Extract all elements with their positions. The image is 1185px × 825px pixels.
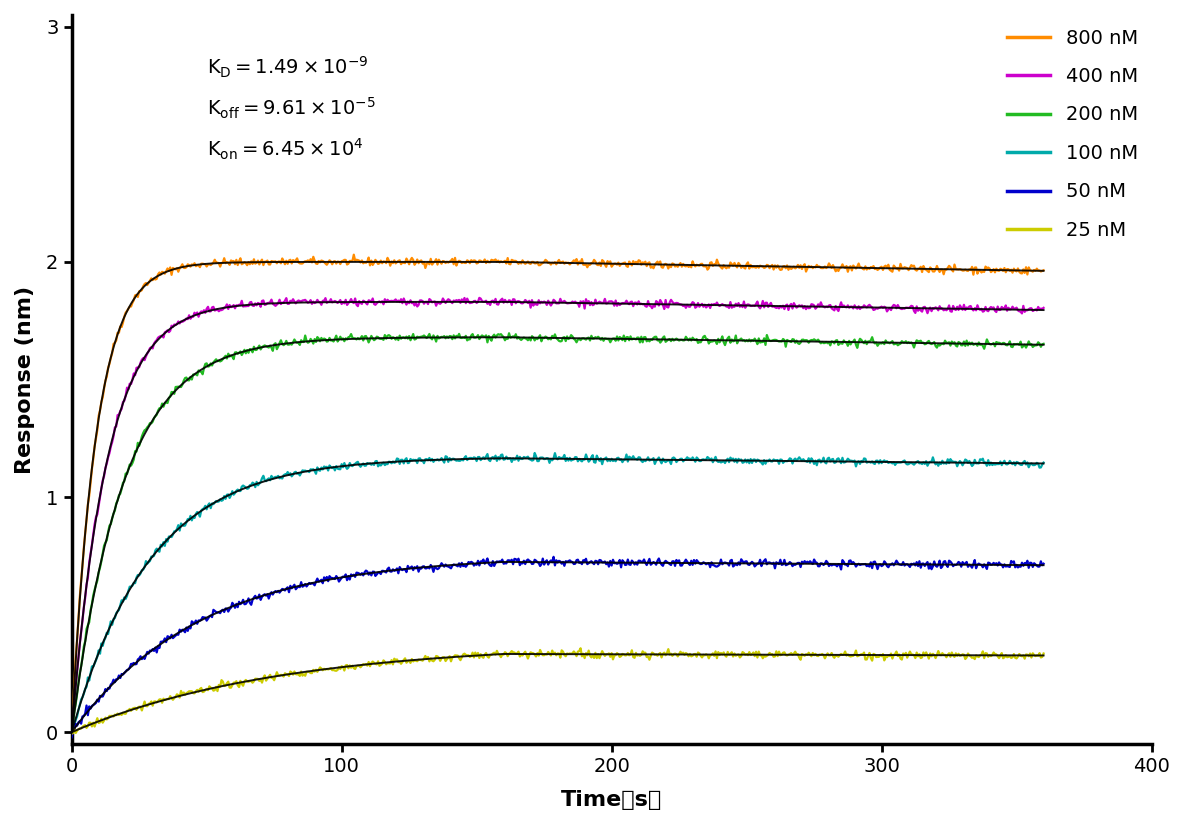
- 800 nM: [277, 259, 292, 269]
- 100 nM: [320, 462, 334, 472]
- 400 nM: [734, 300, 748, 310]
- 25 nM: [949, 648, 963, 658]
- 800 nM: [734, 263, 748, 273]
- Legend: 800 nM, 400 nM, 200 nM, 100 nM, 50 nM, 25 nM: 800 nM, 400 nM, 200 nM, 100 nM, 50 nM, 2…: [1000, 21, 1146, 247]
- 50 nM: [639, 558, 653, 568]
- 25 nM: [734, 651, 748, 661]
- 100 nM: [734, 455, 748, 464]
- 25 nM: [543, 648, 557, 658]
- Line: 100 nM: 100 nM: [71, 453, 1044, 730]
- 100 nM: [527, 448, 542, 458]
- 50 nM: [546, 552, 561, 562]
- 400 nM: [473, 293, 487, 303]
- 800 nM: [544, 260, 558, 270]
- 800 nM: [949, 264, 963, 274]
- 50 nM: [277, 586, 292, 596]
- 50 nM: [949, 560, 963, 570]
- 100 nM: [544, 455, 558, 464]
- X-axis label: Time（s）: Time（s）: [561, 790, 662, 810]
- 200 nM: [277, 339, 292, 349]
- 800 nM: [639, 257, 653, 266]
- 25 nM: [64, 728, 78, 738]
- 400 nM: [949, 305, 963, 315]
- 200 nM: [639, 332, 653, 342]
- 100 nM: [949, 457, 963, 467]
- 200 nM: [949, 341, 963, 351]
- 50 nM: [320, 572, 334, 582]
- 400 nM: [1037, 303, 1051, 313]
- Text: $\mathregular{K_D=1.49\times10^{-9}}$
$\mathregular{K_{off}=9.61\times10^{-5}}$
: $\mathregular{K_D=1.49\times10^{-9}}$ $\…: [206, 55, 376, 163]
- Line: 25 nM: 25 nM: [71, 648, 1044, 733]
- 50 nM: [1037, 559, 1051, 568]
- 100 nM: [277, 469, 292, 479]
- Line: 800 nM: 800 nM: [71, 255, 1044, 731]
- 200 nM: [1037, 339, 1051, 349]
- 200 nM: [502, 328, 517, 338]
- 400 nM: [277, 295, 292, 305]
- 200 nM: [64, 727, 78, 737]
- 100 nM: [639, 456, 653, 466]
- 200 nM: [320, 337, 334, 346]
- 400 nM: [320, 298, 334, 308]
- 50 nM: [64, 733, 78, 742]
- 800 nM: [347, 250, 361, 260]
- 800 nM: [1037, 266, 1051, 276]
- 400 nM: [639, 301, 653, 311]
- 400 nM: [544, 300, 558, 310]
- 400 nM: [64, 730, 78, 740]
- 50 nM: [543, 557, 557, 567]
- 25 nM: [639, 648, 653, 658]
- 25 nM: [574, 644, 588, 653]
- Y-axis label: Response (nm): Response (nm): [15, 285, 36, 474]
- 50 nM: [734, 554, 748, 564]
- 800 nM: [320, 260, 334, 270]
- 100 nM: [1037, 458, 1051, 468]
- Line: 200 nM: 200 nM: [71, 333, 1044, 732]
- 200 nM: [544, 334, 558, 344]
- 100 nM: [64, 725, 78, 735]
- 25 nM: [1037, 648, 1051, 658]
- 200 nM: [734, 333, 748, 343]
- 25 nM: [320, 664, 334, 674]
- 25 nM: [277, 668, 292, 678]
- 800 nM: [64, 726, 78, 736]
- Line: 50 nM: 50 nM: [71, 557, 1044, 738]
- Line: 400 nM: 400 nM: [71, 298, 1044, 735]
